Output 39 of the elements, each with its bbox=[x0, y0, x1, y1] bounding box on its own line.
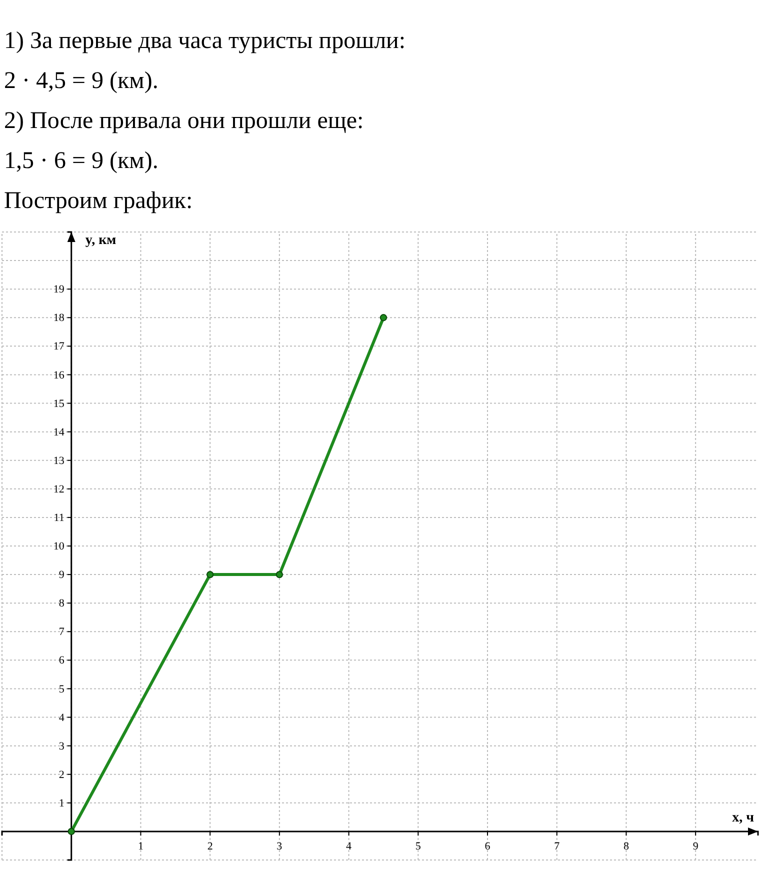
y-tick-label: 17 bbox=[53, 340, 65, 353]
y-tick-label: 1 bbox=[58, 797, 64, 810]
y-tick-label: 7 bbox=[58, 626, 65, 638]
text: 1,5 · 6 = 9 (км). bbox=[4, 148, 158, 174]
y-tick-label: 12 bbox=[53, 483, 64, 496]
y-tick-label: 15 bbox=[53, 398, 65, 410]
y-tick-label: 4 bbox=[58, 712, 65, 724]
y-tick-label: 6 bbox=[58, 654, 65, 667]
point bbox=[380, 314, 388, 322]
x-tick-label: 1 bbox=[138, 840, 144, 852]
point bbox=[68, 828, 75, 836]
y-tick-label: 16 bbox=[53, 369, 65, 382]
text: 2) После привала они прошли еще: bbox=[4, 108, 364, 134]
y-tick-label: 14 bbox=[53, 426, 65, 438]
x-tick-label: 8 bbox=[623, 840, 630, 852]
text: 1) За первые два часа туристы прошли: bbox=[4, 28, 406, 54]
text: 2 · 4,5 = 9 (км). bbox=[4, 68, 158, 94]
y-tick-label: 9 bbox=[58, 569, 65, 582]
y-axis-title: y, км bbox=[85, 233, 117, 248]
y-tick-label: 13 bbox=[53, 454, 65, 467]
y-tick-label: 11 bbox=[54, 512, 64, 524]
x-axis-title: x, ч bbox=[732, 810, 754, 826]
y-tick-label: 10 bbox=[53, 540, 65, 553]
y-tick-label: 8 bbox=[58, 598, 65, 610]
x-tick-label: 9 bbox=[692, 840, 699, 852]
x-tick-label: 5 bbox=[415, 840, 422, 852]
x-tick-label: 4 bbox=[346, 840, 352, 852]
y-tick-label: 3 bbox=[58, 740, 65, 752]
x-tick-label: 6 bbox=[484, 840, 491, 852]
y-tick-label: 5 bbox=[58, 683, 65, 696]
x-tick-label: 7 bbox=[554, 840, 560, 852]
y-tick-label: 2 bbox=[58, 768, 64, 781]
point bbox=[206, 570, 214, 578]
y-tick-label: 18 bbox=[53, 312, 65, 324]
x-tick-label: 3 bbox=[276, 840, 283, 852]
y-tick-label: 19 bbox=[53, 284, 65, 296]
point bbox=[276, 570, 284, 578]
text: Построим график: bbox=[4, 188, 193, 214]
x-tick-label: 2 bbox=[207, 840, 213, 852]
